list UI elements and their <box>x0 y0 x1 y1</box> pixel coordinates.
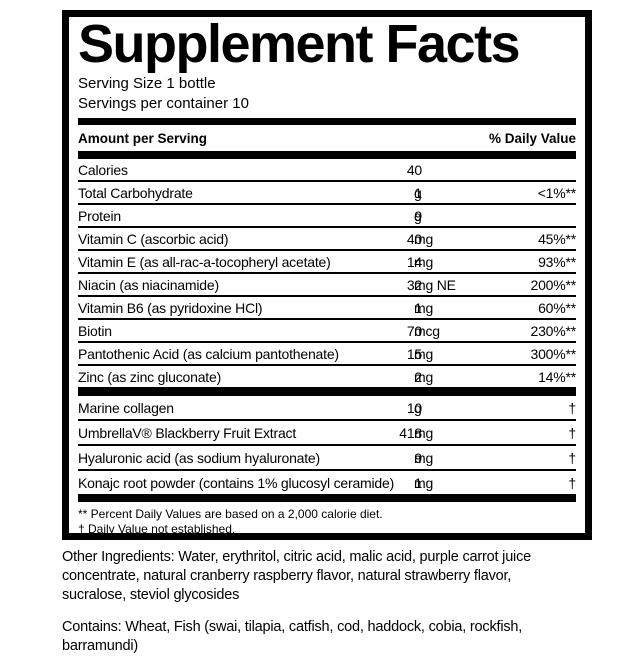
nutrient-daily-value: 93%** <box>538 253 576 270</box>
table-row: UmbrellaV® Blackberry Fruit Extract 418 … <box>78 419 576 444</box>
footnote-not-established: † Daily Value not established. <box>78 522 236 536</box>
nutrient-name: UmbrellaV® Blackberry Fruit Extract <box>78 424 297 441</box>
nutrient-daily-value: 14%** <box>538 368 576 385</box>
column-header-row: Amount per Serving % Daily Value <box>78 125 576 151</box>
nutrient-amount: 9 <box>414 207 422 224</box>
botanical-rows: Marine collagen 10 g † UmbrellaV® Blackb… <box>78 396 576 494</box>
other-ingredients: Other Ingredients: Water, erythritol, ci… <box>62 549 531 603</box>
serving-info: Serving Size 1 bottle Servings per conta… <box>78 74 576 114</box>
nutrient-unit: mg <box>414 299 434 316</box>
nutrient-daily-value: 230%** <box>530 322 576 339</box>
nutrient-rows: Calories 40 Total Carbohydrate 1 g <1%**… <box>78 159 576 387</box>
separator-bar-bottom <box>78 494 576 502</box>
nutrient-name: Total Carbohydrate <box>78 184 193 201</box>
nutrient-daily-value: † <box>568 424 576 441</box>
table-row: Pantothenic Acid (as calcium pantothenat… <box>78 341 576 364</box>
nutrient-unit: g <box>414 207 422 224</box>
nutrient-name: Marine collagen <box>78 399 174 416</box>
nutrient-name: Calories <box>78 161 128 178</box>
nutrient-name: Vitamin C (ascorbic acid) <box>78 230 229 247</box>
nutrient-daily-value: 300%** <box>530 345 576 362</box>
nutrient-name: Pantothenic Acid (as calcium pantothenat… <box>78 345 339 362</box>
nutrient-unit: mg <box>414 424 434 441</box>
nutrient-name: Vitamin E (as all-rac-a-tocopheryl aceta… <box>78 253 331 270</box>
supplement-label-page: Supplement Facts Serving Size 1 bottle S… <box>62 10 592 654</box>
nutrient-amount: 1 <box>414 474 422 491</box>
nutrient-name: Protein <box>78 207 121 224</box>
nutrient-amount: 40 <box>406 161 422 178</box>
table-row: Niacin (as niacinamide) 32 mg NE 200%** <box>78 272 576 295</box>
nutrient-unit: g <box>414 399 422 416</box>
nutrient-amount: 1 <box>414 184 422 201</box>
nutrient-name: Biotin <box>78 322 112 339</box>
nutrient-unit: g <box>414 184 422 201</box>
table-row: Total Carbohydrate 1 g <1%** <box>78 180 576 203</box>
nutrient-unit: mg <box>414 253 434 270</box>
nutrient-unit: mg <box>414 449 434 466</box>
separator-bar-header <box>78 151 576 159</box>
nutrient-unit: mg <box>414 368 434 385</box>
footnotes: ** Percent Daily Values are based on a 2… <box>78 502 576 536</box>
separator-bar-middle <box>78 387 576 396</box>
nutrient-amount: 10 <box>406 399 422 416</box>
table-row: Protein 9 g <box>78 203 576 226</box>
nutrient-amount: 32 <box>406 276 422 293</box>
nutrient-name: Hyaluronic acid (as sodium hyaluronate) <box>78 449 320 466</box>
nutrient-amount: 2 <box>414 368 422 385</box>
nutrient-daily-value: † <box>568 474 576 491</box>
contains-statement: Contains: Wheat, Fish (swai, tilapia, ca… <box>62 619 523 654</box>
nutrient-unit: mg <box>414 230 434 247</box>
column-header-amount: Amount per Serving <box>78 131 208 146</box>
nutrient-daily-value: 60%** <box>538 299 576 316</box>
nutrient-amount: 40 <box>406 230 422 247</box>
nutrient-amount: 418 <box>399 424 422 441</box>
nutrient-name: Niacin (as niacinamide) <box>78 276 219 293</box>
nutrient-name: Vitamin B6 (as pyridoxine HCl) <box>78 299 263 316</box>
table-row: Vitamin B6 (as pyridoxine HCl) 1 mg 60%*… <box>78 295 576 318</box>
nutrient-unit: mg <box>414 345 434 362</box>
table-row: Vitamin C (ascorbic acid) 40 mg 45%** <box>78 226 576 249</box>
servings-per-container: Servings per container 10 <box>78 95 249 112</box>
nutrient-daily-value: † <box>568 399 576 416</box>
nutrient-amount: 9 <box>414 449 422 466</box>
table-row: Marine collagen 10 g † <box>78 396 576 419</box>
nutrient-amount: 15 <box>406 345 422 362</box>
nutrient-amount: 1 <box>414 299 422 316</box>
nutrient-amount: 14 <box>406 253 422 270</box>
table-row: Biotin 70 mcg 230%** <box>78 318 576 341</box>
nutrient-unit: mg NE <box>414 276 456 293</box>
table-row: Calories 40 <box>78 159 576 180</box>
nutrient-name: Konajc root powder (contains 1% glucosyl… <box>78 474 395 491</box>
nutrient-name: Zinc (as zinc gluconate) <box>78 368 222 385</box>
nutrient-daily-value: <1%** <box>537 184 577 201</box>
table-row: Hyaluronic acid (as sodium hyaluronate) … <box>78 444 576 469</box>
nutrient-amount: 70 <box>406 322 422 339</box>
nutrient-daily-value: † <box>568 449 576 466</box>
supplement-facts-panel: Supplement Facts Serving Size 1 bottle S… <box>62 10 592 540</box>
nutrient-daily-value: 45%** <box>538 230 576 247</box>
panel-title: Supplement Facts <box>78 14 521 74</box>
table-row: Zinc (as zinc gluconate) 2 mg 14%** <box>78 364 576 387</box>
footnote-daily-value: ** Percent Daily Values are based on a 2… <box>78 507 383 521</box>
column-header-daily-value: % Daily Value <box>488 131 576 146</box>
separator-bar-top <box>78 118 576 125</box>
nutrient-unit: mg <box>414 474 434 491</box>
nutrient-daily-value: 200%** <box>530 276 576 293</box>
serving-size: Serving Size 1 bottle <box>78 75 216 92</box>
nutrient-unit: mcg <box>414 322 440 339</box>
table-row: Konajc root powder (contains 1% glucosyl… <box>78 469 576 494</box>
table-row: Vitamin E (as all-rac-a-tocopheryl aceta… <box>78 249 576 272</box>
